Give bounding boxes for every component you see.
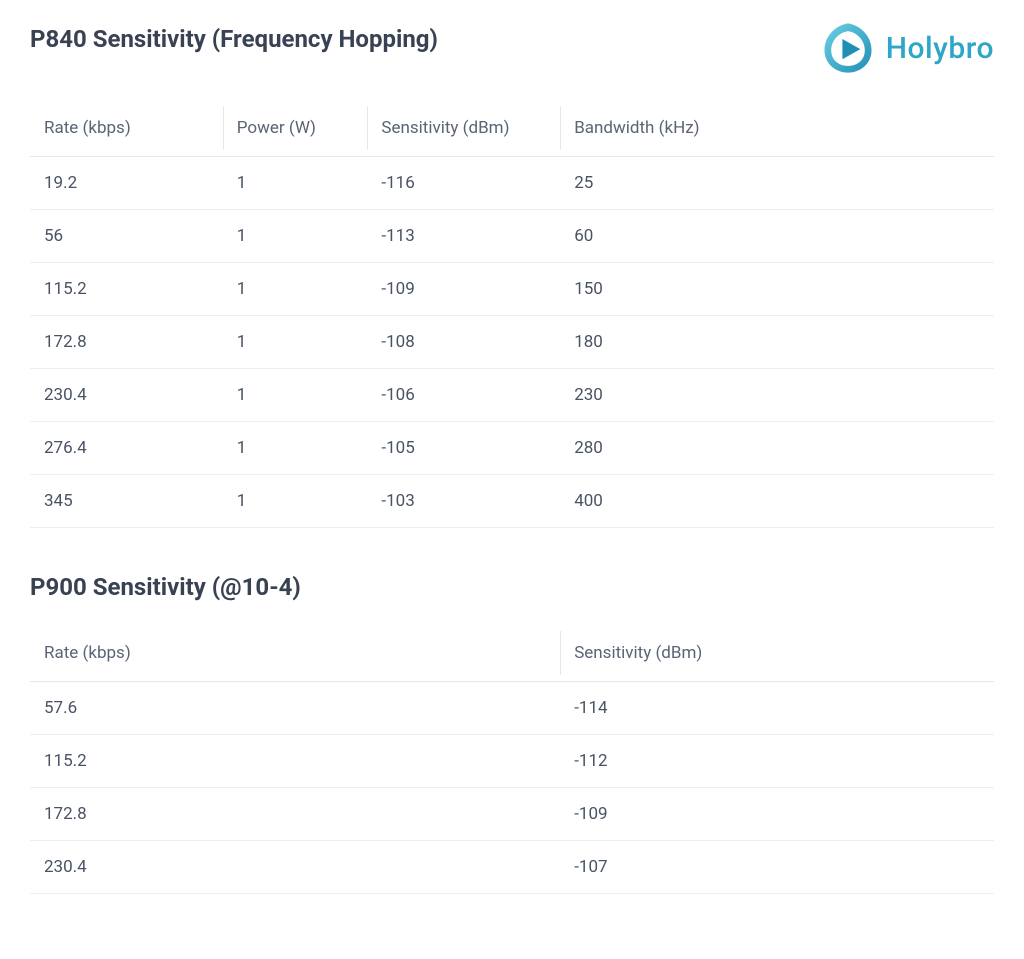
table-cell: -109	[560, 787, 994, 840]
table-row: 561-11360	[30, 209, 994, 262]
p900-sensitivity-table: Rate (kbps) Sensitivity (dBm) 57.6-11411…	[30, 626, 994, 894]
table-cell: 230	[560, 368, 994, 421]
table-row: 172.8-109	[30, 787, 994, 840]
table-cell: 280	[560, 421, 994, 474]
table-cell: 19.2	[30, 156, 223, 209]
table-row: 230.41-106230	[30, 368, 994, 421]
table-cell: 25	[560, 156, 994, 209]
col-rate: Rate (kbps)	[30, 626, 560, 681]
table-cell: -107	[560, 840, 994, 893]
header-row: P840 Sensitivity (Frequency Hopping) Hol…	[30, 20, 994, 76]
table-cell: 1	[223, 474, 368, 527]
table-cell: 57.6	[30, 681, 560, 734]
holybro-logo-icon	[820, 20, 876, 76]
table-cell: 180	[560, 315, 994, 368]
table-cell: 230.4	[30, 840, 560, 893]
table-cell: 276.4	[30, 421, 223, 474]
p840-table-body: 19.21-11625561-11360115.21-109150172.81-…	[30, 156, 994, 527]
p840-sensitivity-table: Rate (kbps) Power (W) Sensitivity (dBm) …	[30, 101, 994, 528]
table-cell: 150	[560, 262, 994, 315]
table-cell: -114	[560, 681, 994, 734]
table-row: 3451-103400	[30, 474, 994, 527]
table-row: 276.41-105280	[30, 421, 994, 474]
col-sensitivity: Sensitivity (dBm)	[560, 626, 994, 681]
table-cell: 115.2	[30, 734, 560, 787]
table-cell: 1	[223, 368, 368, 421]
table-cell: 400	[560, 474, 994, 527]
brand-logo: Holybro	[820, 20, 994, 76]
table-row: 115.2-112	[30, 734, 994, 787]
table-header-row: Rate (kbps) Power (W) Sensitivity (dBm) …	[30, 101, 994, 156]
table-cell: -116	[367, 156, 560, 209]
col-sensitivity: Sensitivity (dBm)	[367, 101, 560, 156]
col-bandwidth: Bandwidth (kHz)	[560, 101, 994, 156]
table-cell: 345	[30, 474, 223, 527]
table-cell: -106	[367, 368, 560, 421]
p900-table-body: 57.6-114115.2-112172.8-109230.4-107	[30, 681, 994, 893]
table-cell: -112	[560, 734, 994, 787]
table-row: 230.4-107	[30, 840, 994, 893]
table-cell: -109	[367, 262, 560, 315]
brand-name: Holybro	[886, 31, 994, 66]
table-cell: 230.4	[30, 368, 223, 421]
section2-title: P900 Sensitivity (@10-4)	[30, 573, 994, 601]
table-cell: 1	[223, 156, 368, 209]
table-cell: 56	[30, 209, 223, 262]
table-cell: -103	[367, 474, 560, 527]
table-row: 57.6-114	[30, 681, 994, 734]
table-cell: 1	[223, 209, 368, 262]
table-cell: 1	[223, 421, 368, 474]
table-row: 172.81-108180	[30, 315, 994, 368]
table-header-row: Rate (kbps) Sensitivity (dBm)	[30, 626, 994, 681]
section1-title: P840 Sensitivity (Frequency Hopping)	[30, 25, 438, 53]
table-cell: 172.8	[30, 315, 223, 368]
col-power: Power (W)	[223, 101, 368, 156]
table-cell: -108	[367, 315, 560, 368]
table-cell: -105	[367, 421, 560, 474]
table-cell: 1	[223, 262, 368, 315]
table-cell: 115.2	[30, 262, 223, 315]
table-cell: 1	[223, 315, 368, 368]
table-cell: 60	[560, 209, 994, 262]
table-row: 115.21-109150	[30, 262, 994, 315]
col-rate: Rate (kbps)	[30, 101, 223, 156]
table-row: 19.21-11625	[30, 156, 994, 209]
table-cell: -113	[367, 209, 560, 262]
table-cell: 172.8	[30, 787, 560, 840]
